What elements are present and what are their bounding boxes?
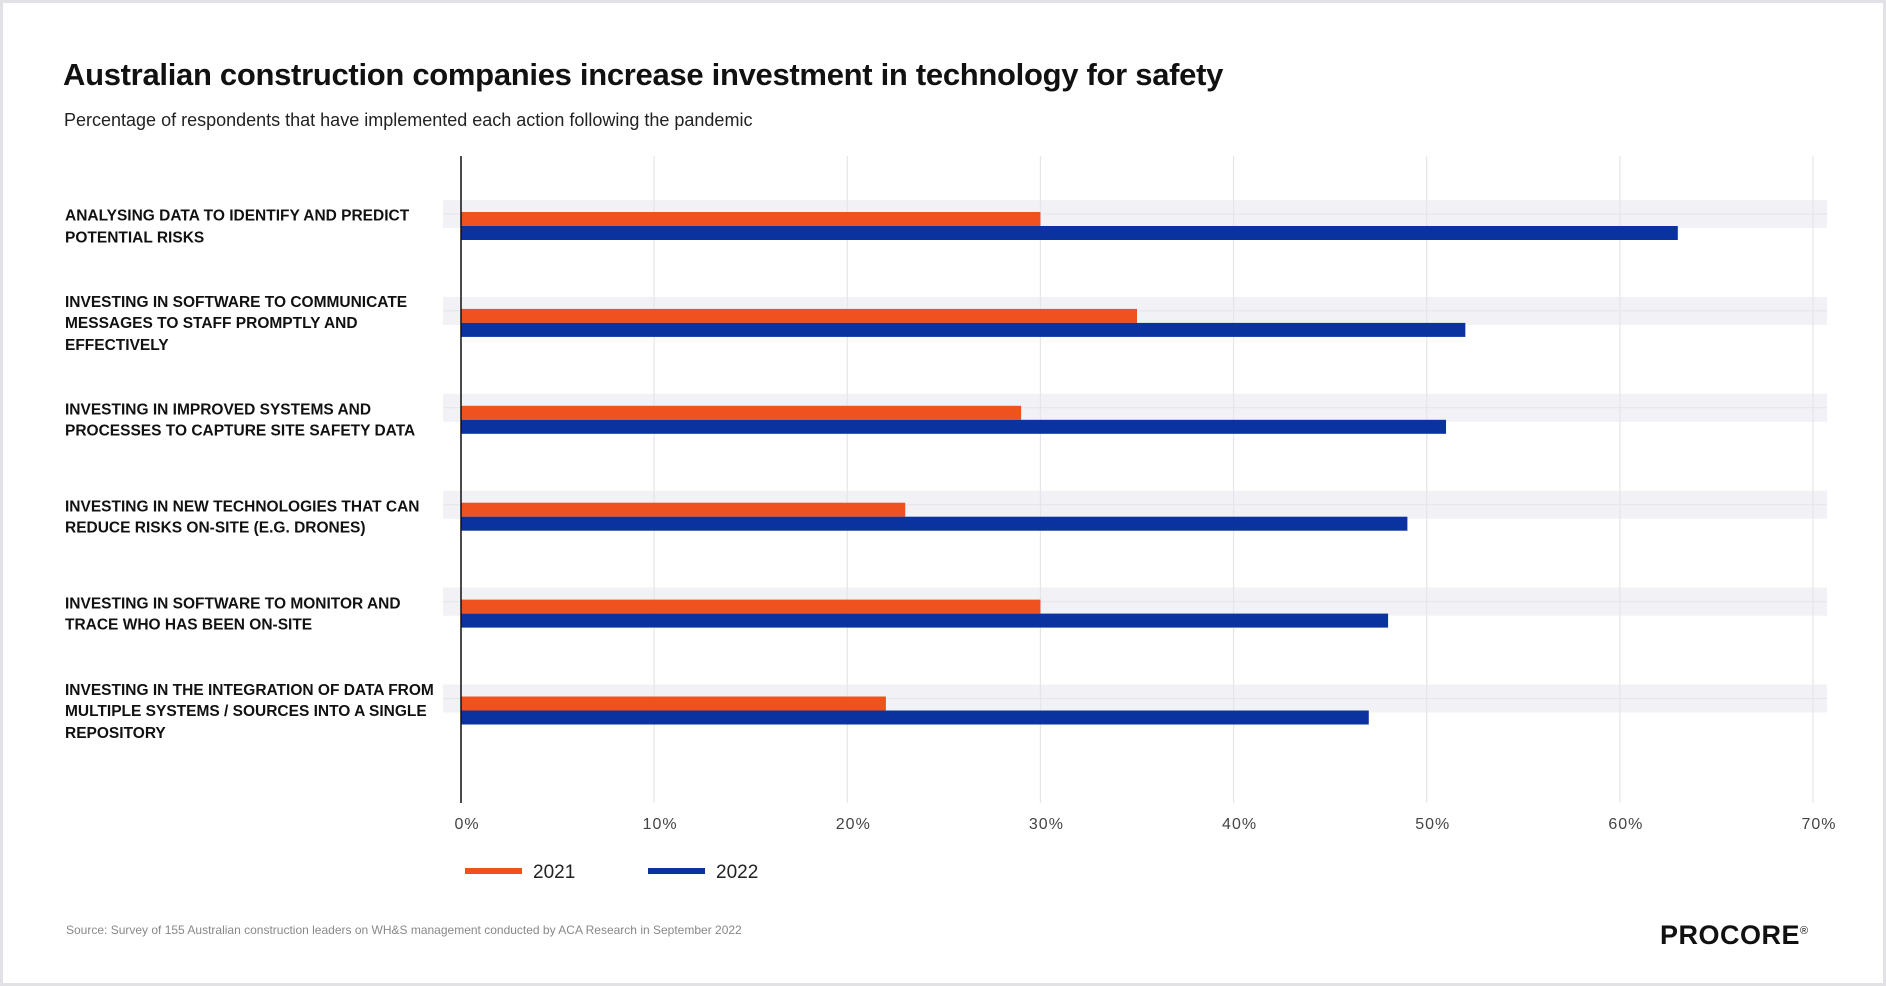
y-tick-label: INVESTING IN THE INTEGRATION OF DATA FRO… [65,681,434,742]
bar [461,308,1137,323]
x-tick-label: 60% [1608,816,1643,833]
y-tick-label: INVESTING IN NEW TECHNOLOGIES THAT CAN R… [65,498,420,537]
bar [461,502,906,517]
y-tick-label: INVESTING IN SOFTWARE TO MONITOR AND TRA… [65,595,401,634]
legend-label: 2022 [716,862,758,883]
logo: PROCORE® [1660,920,1809,951]
bar [461,212,1041,226]
x-tick-label: 50% [1415,816,1450,833]
y-tick-label: INVESTING IN SOFTWARE TO COMMUNICATE MES… [65,293,408,354]
chart-title: Australian construction companies increa… [63,57,1224,92]
x-tick-label: 30% [1029,816,1064,833]
bar [461,516,1408,531]
x-tick-label: 40% [1222,816,1257,833]
legend-label: 2021 [533,862,575,883]
legend-swatch [465,868,522,874]
logo-mark: ® [1800,925,1809,937]
y-tick-label: INVESTING IN IMPROVED SYSTEMS AND PROCES… [65,401,416,440]
bar [461,226,1678,240]
bar [461,405,1022,420]
bar [461,322,1466,337]
source-note: Source: Survey of 155 Australian constru… [66,923,742,937]
bar [461,599,1041,614]
y-tick-label: ANALYSING DATA TO IDENTIFY AND PREDICT P… [65,207,410,247]
x-tick-label: 0% [454,816,479,833]
bar [461,696,886,711]
bar [461,710,1369,725]
bar [461,613,1389,628]
chart-subtitle: Percentage of respondents that have impl… [64,110,753,130]
x-tick-label: 10% [643,816,678,833]
logo-text: PROCORE [1660,920,1801,950]
legend-swatch [648,868,705,874]
bar [461,419,1447,434]
x-tick-label: 70% [1801,816,1836,833]
chart: 0% 10% 20% 30% 40% 50% 60% 70% 2021 2022 [443,156,1836,883]
x-tick-label: 20% [836,816,871,833]
